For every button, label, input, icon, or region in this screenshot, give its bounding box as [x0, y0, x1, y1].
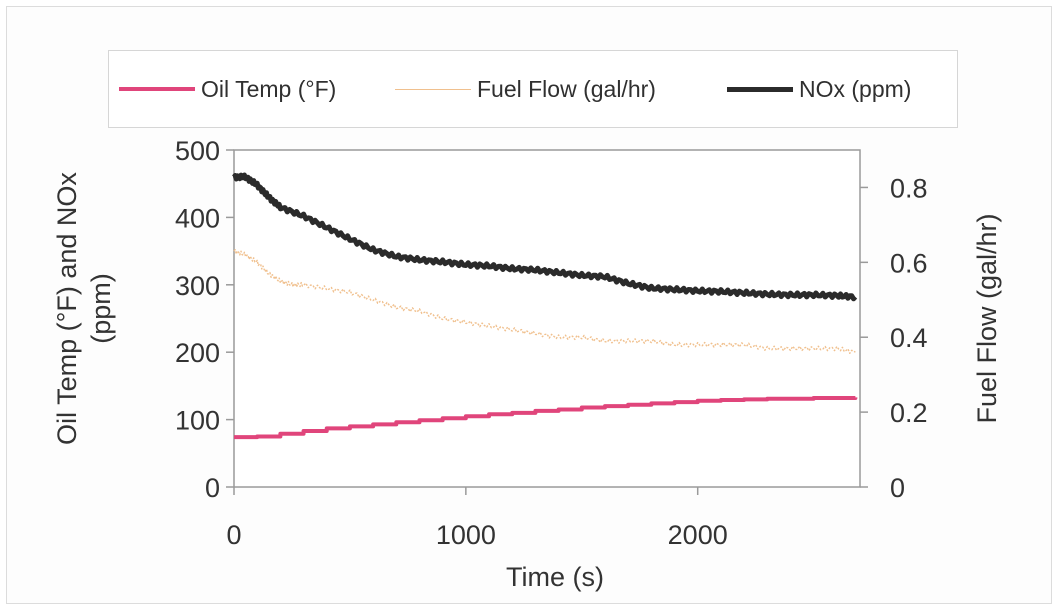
y-left-tick-label: 100 — [175, 406, 220, 436]
plot-area — [233, 149, 861, 488]
legend-swatch-nox — [727, 86, 793, 92]
legend-item-nox: NOx (ppm) — [727, 51, 911, 127]
y-left-tick-label: 500 — [175, 136, 220, 166]
x-axis-title: Time (s) — [506, 562, 604, 592]
y-right-tick-label: 0.8 — [890, 173, 928, 203]
x-tick-label: 0 — [226, 520, 241, 550]
legend-swatch-oil-temp — [119, 87, 195, 91]
y-right-tick-label: 0.2 — [890, 398, 928, 428]
y-right-tick-label: 0.4 — [890, 323, 928, 353]
x-tick-label: 1000 — [436, 520, 496, 550]
legend-label-nox: NOx (ppm) — [799, 75, 912, 102]
y-left-axis-title: Oil Temp (°F) and NOx (ppm) — [52, 172, 116, 445]
y-left-tick-label: 400 — [175, 203, 220, 233]
y-right-tick-label: 0 — [890, 473, 905, 503]
legend-swatch-fuel-flow — [395, 88, 471, 90]
y-left-tick-label: 200 — [175, 338, 220, 368]
y-left-axis-title-line2: (ppm) — [86, 273, 116, 344]
legend-item-oil-temp: Oil Temp (°F) — [119, 51, 336, 127]
legend-label-oil-temp: Oil Temp (°F) — [201, 75, 337, 102]
y-left-axis-title-line1: Oil Temp (°F) and NOx — [52, 172, 82, 445]
y-left-tick-label: 300 — [175, 271, 220, 301]
x-tick-label: 2000 — [668, 520, 728, 550]
y-left-tick-label: 0 — [205, 473, 220, 503]
y-right-axis-title: Fuel Flow (gal/hr) — [972, 213, 1002, 423]
series-line-fuel-flow-gal-hr — [233, 249, 856, 354]
chart-legend: Oil Temp (°F) Fuel Flow (gal/hr) NOx (pp… — [108, 50, 958, 128]
legend-label-fuel-flow: Fuel Flow (gal/hr) — [477, 75, 656, 102]
legend-item-fuel-flow: Fuel Flow (gal/hr) — [395, 51, 656, 127]
series-line-nox-ppm — [232, 172, 858, 302]
y-right-tick-label: 0.6 — [890, 248, 928, 278]
series-line-oil-temp-f — [234, 396, 858, 440]
